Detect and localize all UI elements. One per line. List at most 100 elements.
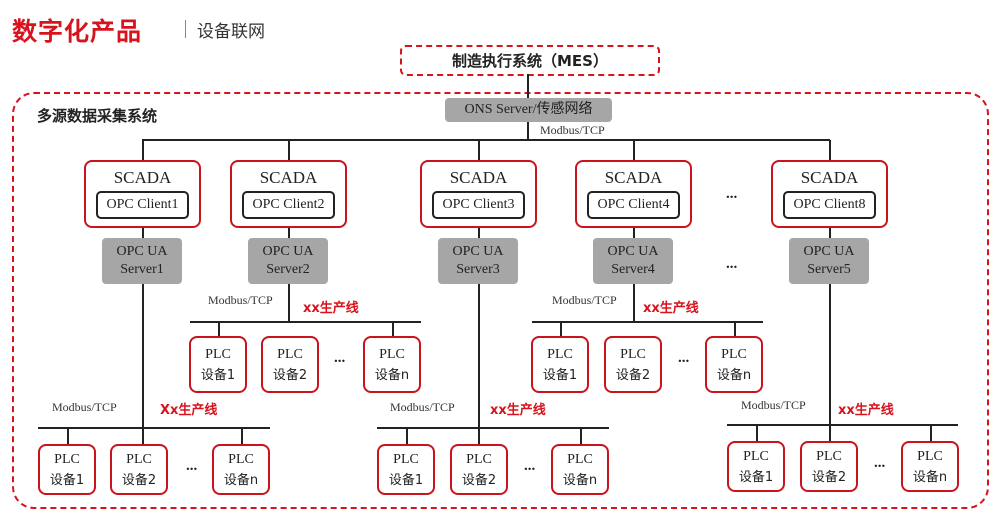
plc-type-label: PLC — [917, 448, 943, 464]
ons-server-node: ONS Server/传感网络 — [445, 98, 612, 122]
plc-device: PLC 设备1 — [38, 444, 96, 495]
plc-type-label: PLC — [567, 451, 593, 467]
plc-device: PLC 设备n — [363, 336, 421, 393]
opc-server-label-line1: OPC UA — [803, 244, 855, 259]
server-connector — [478, 228, 480, 238]
production-line-bus — [38, 427, 270, 429]
plc-type-label: PLC — [816, 448, 842, 464]
scada-connector — [478, 140, 480, 160]
plc-device-label: 设备2 — [615, 367, 651, 383]
plc-device: PLC 设备1 — [531, 336, 589, 393]
plc-type-label: PLC — [466, 451, 492, 467]
plc-drop-line — [218, 321, 220, 336]
server-connector — [829, 228, 831, 238]
opc-server-label-line1: OPC UA — [262, 244, 314, 259]
scada-connector — [829, 140, 831, 160]
plc-device: PLC 设备1 — [189, 336, 247, 393]
opc-client-label: OPC Client2 — [252, 197, 325, 212]
plc-drop-line — [67, 427, 69, 444]
plc-device: PLC 设备1 — [727, 441, 785, 492]
mes-node: 制造执行系统（MES） — [400, 45, 660, 76]
ellipsis: ... — [524, 458, 536, 474]
page-title: 数字化产品 — [12, 17, 143, 46]
plc-device: PLC 设备2 — [261, 336, 319, 393]
server-to-bus-line — [288, 284, 290, 321]
data-collection-system-boundary — [12, 92, 989, 509]
plc-device-label: 设备1 — [200, 367, 236, 383]
plc-device-label: 设备2 — [461, 472, 497, 488]
ellipsis: ... — [334, 350, 346, 366]
server-to-bus-line — [829, 284, 831, 424]
bus-protocol-label: Modbus/TCP — [208, 293, 273, 307]
mes-connector — [527, 74, 529, 98]
opc-server-label-line2: Server4 — [611, 262, 655, 277]
plc-type-label: PLC — [126, 451, 152, 467]
opc-client-label: OPC Client8 — [793, 197, 866, 212]
scada-connector — [142, 140, 144, 160]
scada-node: SCADA OPC Client4 — [575, 160, 692, 228]
plc-drop-line — [930, 424, 932, 441]
opc-client-box: OPC Client2 — [242, 191, 335, 219]
scada-title: SCADA — [449, 168, 508, 187]
ellipsis: ... — [678, 350, 690, 366]
plc-drop-line — [406, 427, 408, 444]
server-connector — [288, 228, 290, 238]
plc-drop-line — [142, 427, 144, 444]
plc-type-label: PLC — [547, 346, 573, 362]
server-connector — [142, 228, 144, 238]
plc-device: PLC 设备n — [901, 441, 959, 492]
opc-client-label: OPC Client4 — [597, 197, 670, 212]
scada-node: SCADA OPC Client3 — [420, 160, 537, 228]
scada-connector — [633, 140, 635, 160]
plc-device: PLC 设备n — [551, 444, 609, 495]
plc-type-label: PLC — [379, 346, 405, 362]
production-line-bus — [190, 321, 421, 323]
plc-device-label: 设备n — [562, 472, 598, 488]
ellipsis: ... — [874, 455, 886, 471]
bus-protocol-label: Modbus/TCP — [741, 398, 806, 412]
title-divider — [185, 20, 186, 38]
plc-drop-line — [478, 427, 480, 444]
ons-protocol-label: Modbus/TCP — [540, 123, 605, 137]
opc-server-label-line1: OPC UA — [116, 244, 168, 259]
opc-client-box: OPC Client8 — [783, 191, 876, 219]
ons-connector — [527, 122, 529, 140]
scada-node: SCADA OPC Client1 — [84, 160, 201, 228]
opc-ua-server-node: OPC UA Server4 — [593, 238, 673, 284]
plc-device: PLC 设备2 — [604, 336, 662, 393]
plc-device: PLC 设备n — [705, 336, 763, 393]
plc-device-label: 设备1 — [738, 469, 774, 485]
plc-type-label: PLC — [393, 451, 419, 467]
plc-drop-line — [392, 321, 394, 336]
production-line-bus — [532, 321, 763, 323]
scada-node: SCADA OPC Client8 — [771, 160, 888, 228]
bus-protocol-label: Modbus/TCP — [52, 400, 117, 414]
scada-title: SCADA — [259, 168, 318, 187]
scada-title: SCADA — [604, 168, 663, 187]
plc-device-label: 设备1 — [49, 472, 85, 488]
plc-type-label: PLC — [721, 346, 747, 362]
production-line-name: Xx生产线 — [160, 403, 218, 418]
ons-label: ONS Server/传感网络 — [464, 102, 593, 117]
plc-type-label: PLC — [54, 451, 80, 467]
plc-device-label: 设备2 — [272, 367, 308, 383]
server-to-bus-line — [142, 284, 144, 427]
production-line-bus — [377, 427, 609, 429]
opc-server-label-line1: OPC UA — [607, 244, 659, 259]
plc-device: PLC 设备2 — [800, 441, 858, 492]
server-connector — [633, 228, 635, 238]
opc-client-label: OPC Client1 — [106, 197, 179, 212]
opc-client-box: OPC Client1 — [96, 191, 189, 219]
scada-ellipsis: ... — [726, 186, 738, 202]
bus-protocol-label: Modbus/TCP — [390, 400, 455, 414]
production-line-bus — [727, 424, 958, 426]
plc-device: PLC 设备2 — [450, 444, 508, 495]
opc-ua-server-node: OPC UA Server5 — [789, 238, 869, 284]
mes-label: 制造执行系统（MES） — [452, 52, 608, 70]
production-line-name: xx生产线 — [490, 403, 546, 418]
scada-connector — [288, 140, 290, 160]
plc-type-label: PLC — [620, 346, 646, 362]
plc-type-label: PLC — [743, 448, 769, 464]
production-line-name: xx生产线 — [643, 301, 699, 316]
opc-client-box: OPC Client3 — [432, 191, 525, 219]
